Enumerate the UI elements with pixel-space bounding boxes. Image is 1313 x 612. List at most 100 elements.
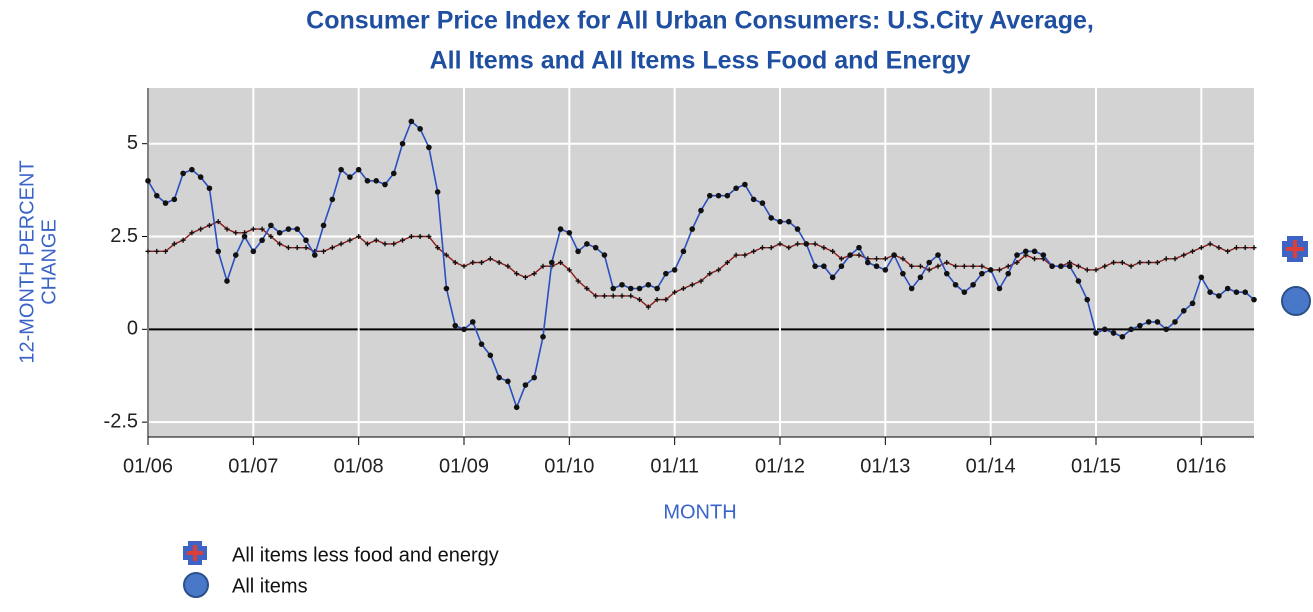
point — [830, 248, 836, 254]
point — [724, 192, 731, 199]
point — [838, 256, 844, 262]
point — [663, 297, 669, 303]
y-axis-label-line: 12-MONTH PERCENT — [16, 160, 38, 363]
point — [1190, 248, 1196, 254]
point — [540, 263, 546, 269]
point — [1058, 263, 1064, 270]
point — [1198, 245, 1204, 251]
point — [742, 252, 748, 258]
point — [829, 274, 836, 281]
point — [356, 234, 362, 240]
point — [1137, 260, 1143, 265]
point — [277, 241, 283, 247]
x-tick-label: 01/07 — [228, 455, 278, 477]
point — [452, 260, 458, 265]
point — [654, 285, 660, 292]
point — [575, 278, 581, 284]
point — [917, 263, 923, 269]
point — [1216, 293, 1222, 299]
point — [944, 260, 950, 265]
point — [294, 226, 301, 232]
point — [285, 245, 291, 251]
point — [996, 285, 1003, 292]
point — [1137, 322, 1143, 329]
x-tick-label: 01/16 — [1176, 455, 1226, 477]
point — [557, 226, 564, 232]
point — [908, 285, 915, 292]
point — [873, 263, 880, 270]
point — [663, 270, 669, 277]
side-legend-icons — [1281, 236, 1311, 316]
point — [882, 267, 889, 273]
point — [364, 178, 371, 184]
x-tick-label: 01/11 — [650, 455, 699, 477]
point — [426, 234, 432, 240]
point — [698, 207, 704, 214]
point — [1251, 245, 1257, 251]
point — [1093, 267, 1099, 273]
point — [399, 140, 406, 147]
point — [163, 248, 169, 254]
point — [189, 230, 195, 236]
point — [1014, 260, 1020, 265]
point — [768, 245, 774, 251]
point — [215, 219, 221, 225]
legend-icon — [187, 551, 203, 555]
point — [943, 270, 950, 277]
point — [1154, 319, 1161, 325]
point — [768, 215, 775, 221]
point — [751, 248, 757, 254]
point — [715, 192, 722, 199]
point — [154, 248, 160, 254]
point — [1101, 326, 1108, 333]
point — [1225, 248, 1231, 254]
point — [373, 178, 380, 184]
point — [540, 333, 546, 340]
point — [268, 222, 274, 229]
point — [838, 263, 845, 270]
point — [821, 263, 827, 270]
point — [548, 259, 555, 266]
point — [1146, 260, 1152, 265]
point — [996, 267, 1002, 273]
point — [979, 263, 985, 269]
point — [953, 263, 959, 269]
point — [285, 226, 292, 232]
point — [434, 189, 441, 195]
point — [1066, 263, 1073, 270]
point — [759, 200, 766, 206]
point — [1242, 245, 1248, 251]
x-tick-label: 01/10 — [544, 455, 594, 477]
point — [487, 352, 494, 359]
point — [970, 281, 976, 288]
point — [531, 374, 538, 381]
legend-label: All items less food and energy — [232, 544, 499, 566]
point — [575, 248, 581, 255]
point — [382, 241, 388, 247]
point — [952, 281, 959, 288]
point — [698, 278, 704, 284]
point — [856, 244, 862, 251]
point — [1163, 326, 1170, 333]
point — [443, 285, 450, 292]
point — [926, 267, 932, 273]
point — [1233, 245, 1239, 251]
point — [619, 281, 625, 288]
point — [382, 181, 388, 188]
point — [1128, 326, 1134, 333]
point — [821, 245, 827, 251]
point — [496, 260, 502, 265]
point — [812, 263, 818, 270]
point — [794, 226, 801, 232]
point — [1032, 256, 1038, 262]
point — [593, 293, 599, 299]
point — [390, 170, 397, 177]
point — [1251, 296, 1257, 303]
y-axis-label: 12-MONTH PERCENT CHANGE — [16, 160, 60, 363]
point — [610, 293, 616, 299]
point — [162, 200, 169, 206]
point — [689, 282, 695, 288]
point — [224, 278, 230, 284]
y-tick-label: 2.5 — [110, 225, 138, 247]
point — [408, 234, 414, 240]
